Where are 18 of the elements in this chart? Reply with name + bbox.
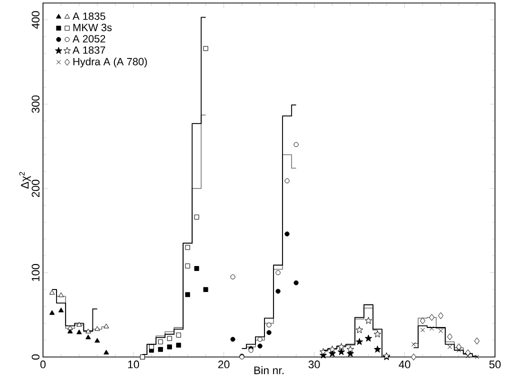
x-tick-label: 50 — [489, 360, 501, 368]
y-tick-label: 0 — [32, 354, 40, 360]
legend-label: MKW 3s — [73, 24, 112, 32]
x-tick-label: 40 — [398, 360, 410, 368]
x-tick-label: 20 — [218, 360, 230, 368]
x-tick-label: 0 — [40, 360, 46, 368]
y-tick-label: 300 — [32, 95, 40, 113]
x-tick-label: 10 — [128, 360, 140, 368]
y-axis-title: Δχ$^{2}$ — [19, 172, 31, 189]
x-tick-label: 30 — [308, 360, 320, 368]
legend-label: A 1837 — [72, 46, 106, 54]
y-tick-label: 200 — [32, 180, 40, 198]
x-axis-title: Bin nr. — [254, 366, 284, 374]
legend-label: A 1835 — [72, 12, 106, 20]
y-tick-label: 100 — [32, 264, 40, 282]
y-tick-label: 400 — [32, 11, 40, 29]
legend-label: Hydra A (A 780) — [73, 58, 147, 68]
legend-label: A 2052 — [72, 35, 106, 42]
